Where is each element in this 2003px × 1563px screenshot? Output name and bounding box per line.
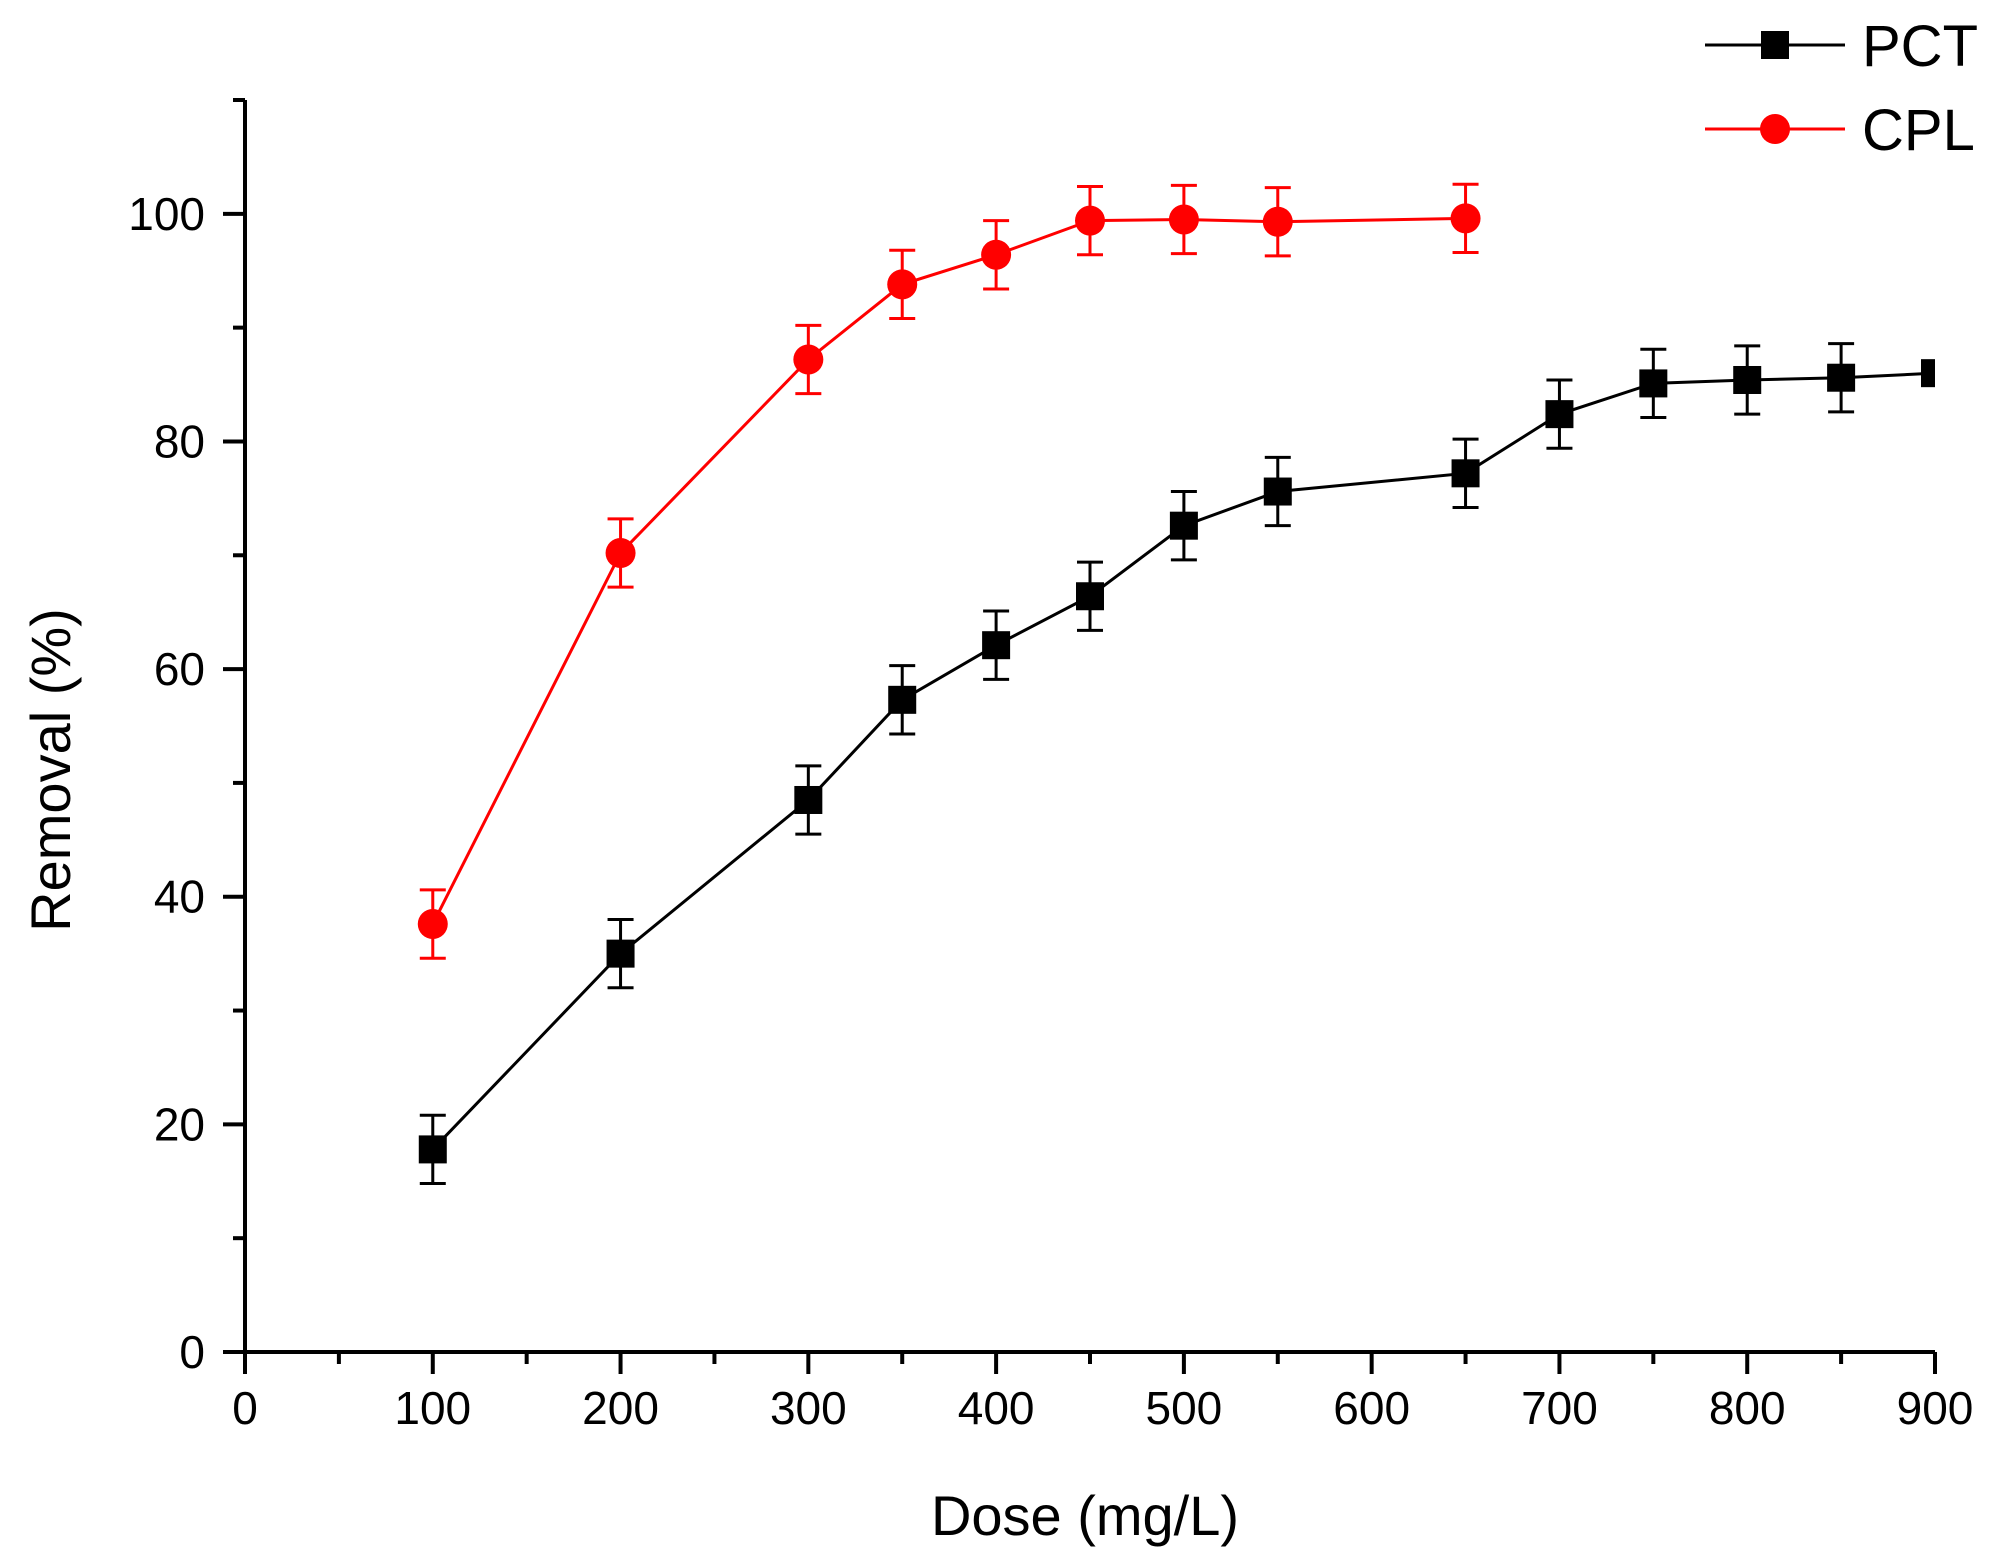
series-cpl	[417, 182, 1481, 960]
legend: PCT CPL	[1705, 14, 1978, 163]
x-tick-label: 900	[1897, 1382, 1974, 1434]
x-tick-label: 600	[1333, 1382, 1410, 1434]
data-point-cpl	[1450, 203, 1481, 234]
data-point-pct	[1169, 511, 1198, 540]
data-point-pct	[888, 685, 917, 714]
data-point-pct	[1545, 400, 1574, 429]
data-point-cpl	[981, 239, 1012, 270]
data-point-pct	[1076, 582, 1104, 611]
legend-marker	[1760, 114, 1790, 144]
legend-label: PCT	[1862, 14, 1978, 79]
x-tick-label: 700	[1521, 1382, 1598, 1434]
x-tick-label: 0	[232, 1382, 258, 1434]
x-tick-label: 400	[958, 1382, 1035, 1434]
y-tick-label: 80	[154, 415, 205, 467]
data-point-pct	[982, 631, 1011, 660]
data-point-pct	[1827, 363, 1856, 392]
data-point-cpl	[605, 537, 636, 568]
legend-marker	[1761, 31, 1789, 59]
x-tick-label: 300	[770, 1382, 847, 1434]
data-point-cpl	[1168, 204, 1199, 235]
data-layer	[417, 182, 1935, 1186]
data-point-cpl	[417, 909, 448, 940]
y-tick-label: 40	[154, 871, 205, 923]
data-point-cpl	[887, 269, 918, 300]
data-point-pct	[606, 939, 635, 968]
y-tick-label: 100	[128, 188, 205, 240]
data-point-pct	[1733, 365, 1762, 394]
data-point-cpl	[1075, 205, 1105, 236]
data-point-pct	[418, 1135, 447, 1164]
series-line-pct	[431, 371, 1935, 1151]
data-point-cpl	[1262, 206, 1293, 237]
x-tick-label: 200	[582, 1382, 659, 1434]
y-tick-label: 20	[154, 1098, 205, 1150]
series-line-cpl	[431, 216, 1466, 925]
data-point-pct	[1451, 459, 1480, 488]
data-point-cpl	[793, 344, 824, 375]
x-axis-title: Dose (mg/L)	[931, 1484, 1239, 1547]
x-tick-label: 100	[394, 1382, 471, 1434]
x-tick-label: 800	[1709, 1382, 1786, 1434]
x-tick-label: 500	[1146, 1382, 1223, 1434]
axes: 0 100 200 300 400 500 600 700 800 900 0 20 40 60 80 100	[128, 98, 1974, 1434]
y-tick-label: 0	[179, 1326, 205, 1378]
y-axis-title: Removal (%)	[19, 608, 82, 932]
series-pct	[418, 342, 1935, 1186]
legend-label: CPL	[1862, 98, 1975, 163]
legend-item-pct: PCT	[1705, 14, 1978, 79]
data-point-pct	[1921, 359, 1935, 388]
legend-item-cpl: CPL	[1705, 98, 1975, 163]
data-point-pct	[1639, 369, 1668, 398]
y-tick-label: 60	[154, 643, 205, 695]
data-point-pct	[1263, 477, 1292, 506]
data-point-pct	[794, 785, 823, 814]
